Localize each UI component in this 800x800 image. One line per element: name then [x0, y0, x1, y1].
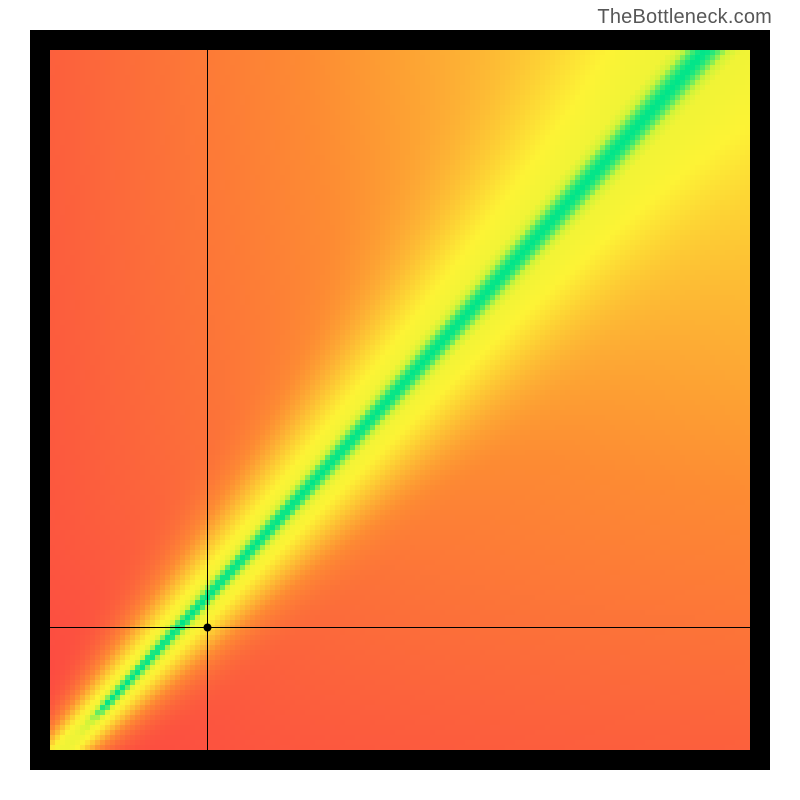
- chart-wrapper: TheBottleneck.com: [0, 0, 800, 800]
- crosshair-vertical: [207, 50, 208, 750]
- watermark-text: TheBottleneck.com: [597, 6, 772, 29]
- plot-frame: [30, 30, 770, 770]
- heatmap-canvas: [50, 50, 750, 750]
- crosshair-horizontal: [50, 627, 750, 628]
